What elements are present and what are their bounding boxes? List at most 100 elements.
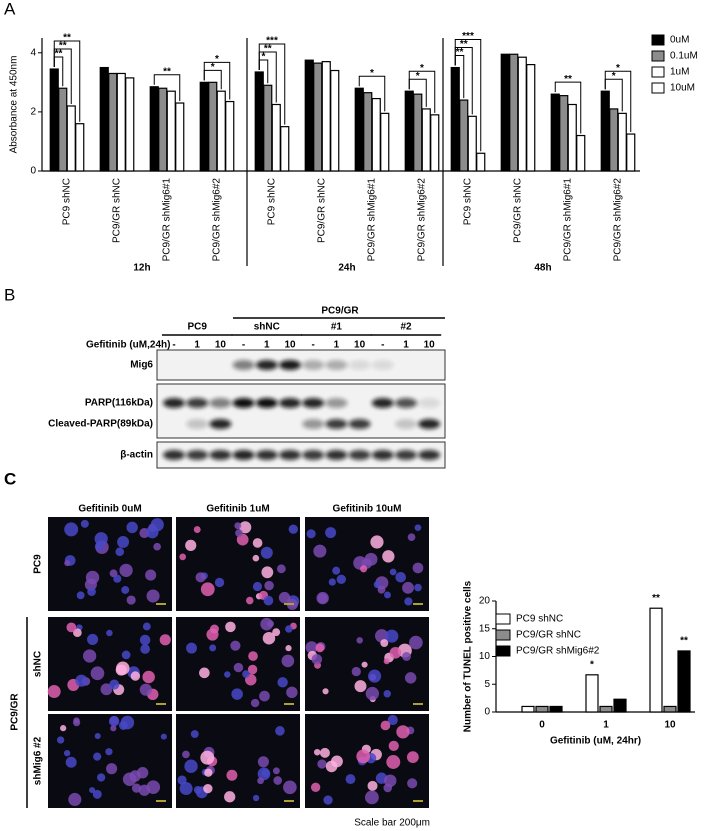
bar	[450, 66, 460, 172]
bar	[216, 90, 226, 172]
cell	[56, 736, 65, 744]
cell	[140, 644, 150, 654]
bar	[380, 112, 390, 172]
cell	[130, 671, 141, 681]
cell	[354, 680, 367, 693]
micrograph-column: Gefitinib 0uM	[78, 504, 141, 515]
blot-band	[371, 450, 394, 460]
cell	[305, 641, 318, 654]
blot-band	[302, 419, 325, 429]
cell	[80, 519, 89, 528]
blot-band	[302, 450, 325, 460]
bar	[149, 86, 159, 172]
cell	[364, 552, 378, 566]
bar	[600, 90, 610, 172]
legend-swatch	[495, 613, 511, 625]
significance-label: **	[564, 74, 572, 85]
cell	[262, 631, 276, 645]
cell	[345, 774, 356, 785]
bar	[677, 650, 691, 713]
cell	[257, 777, 264, 785]
cell	[126, 595, 136, 605]
cell	[195, 572, 206, 583]
scale-marker	[156, 603, 166, 605]
blot-band	[255, 450, 278, 460]
x-tick-label: PC9 shNC	[463, 178, 474, 225]
panel-label: A	[4, 0, 16, 18]
cell	[85, 570, 100, 585]
bar	[330, 69, 340, 172]
significance-label: **	[680, 636, 688, 647]
cell	[136, 766, 149, 779]
scale-marker	[156, 800, 166, 802]
significance-bracket	[258, 43, 286, 125]
bar	[99, 66, 109, 172]
blot-top-group: PC9/GR	[321, 306, 359, 317]
bar	[559, 95, 569, 172]
cell	[386, 755, 401, 769]
cell	[245, 596, 254, 605]
cell	[100, 683, 113, 696]
blot-band	[163, 450, 185, 460]
blot-band	[418, 419, 441, 429]
bar	[517, 56, 527, 172]
cell	[248, 651, 258, 661]
cell	[184, 759, 198, 773]
bar	[280, 126, 290, 172]
cell	[117, 536, 130, 548]
bar	[271, 103, 281, 172]
cell	[94, 733, 101, 740]
legend-swatch	[495, 629, 511, 641]
cell	[285, 625, 293, 633]
x-tick-label: PC9/GR shMig6#2	[613, 178, 624, 262]
cell	[273, 776, 283, 785]
x-tick-label: 0	[539, 720, 545, 731]
cell	[121, 650, 131, 660]
cell	[90, 666, 105, 681]
blot-band	[186, 450, 209, 460]
micrograph-row: shMig6 #2	[33, 736, 44, 785]
y-tick-label: 4	[30, 47, 36, 58]
cell	[257, 756, 269, 768]
group-label: 24h	[338, 263, 355, 274]
blot-membrane	[156, 383, 446, 439]
blot-dose: 1	[264, 340, 270, 351]
blot-band	[163, 398, 185, 408]
cell	[200, 582, 215, 597]
cell	[310, 782, 321, 792]
significance-label: *	[616, 63, 620, 74]
bar	[421, 108, 431, 172]
cell	[322, 688, 329, 695]
significance-bracket	[153, 74, 181, 102]
cell	[267, 620, 275, 628]
cell	[389, 568, 397, 576]
legend-label: PC9/GR shNC	[516, 630, 581, 641]
cell	[285, 645, 292, 652]
cell	[224, 671, 231, 678]
blot-band	[209, 450, 232, 460]
cell	[332, 566, 341, 575]
cell	[190, 730, 199, 739]
cell	[370, 535, 384, 549]
blot-dose: 10	[284, 340, 296, 351]
bar	[535, 705, 549, 713]
cell	[206, 628, 219, 641]
bar	[467, 115, 477, 172]
blot-band	[186, 419, 209, 429]
blot-dose: 10	[424, 340, 436, 351]
cell	[360, 565, 368, 573]
scale-marker	[284, 703, 294, 705]
panel-label: C	[4, 469, 16, 488]
cell	[276, 564, 286, 574]
significance-bracket	[203, 61, 231, 100]
blot-band	[325, 450, 348, 460]
cell	[384, 591, 391, 599]
y-tick-label: 20	[479, 596, 491, 607]
cell	[150, 518, 164, 532]
cell	[252, 538, 263, 548]
significance-label: **	[264, 44, 272, 55]
blot-band	[209, 398, 232, 408]
cell	[105, 748, 113, 756]
cell	[179, 553, 187, 561]
blot-band	[279, 360, 301, 370]
